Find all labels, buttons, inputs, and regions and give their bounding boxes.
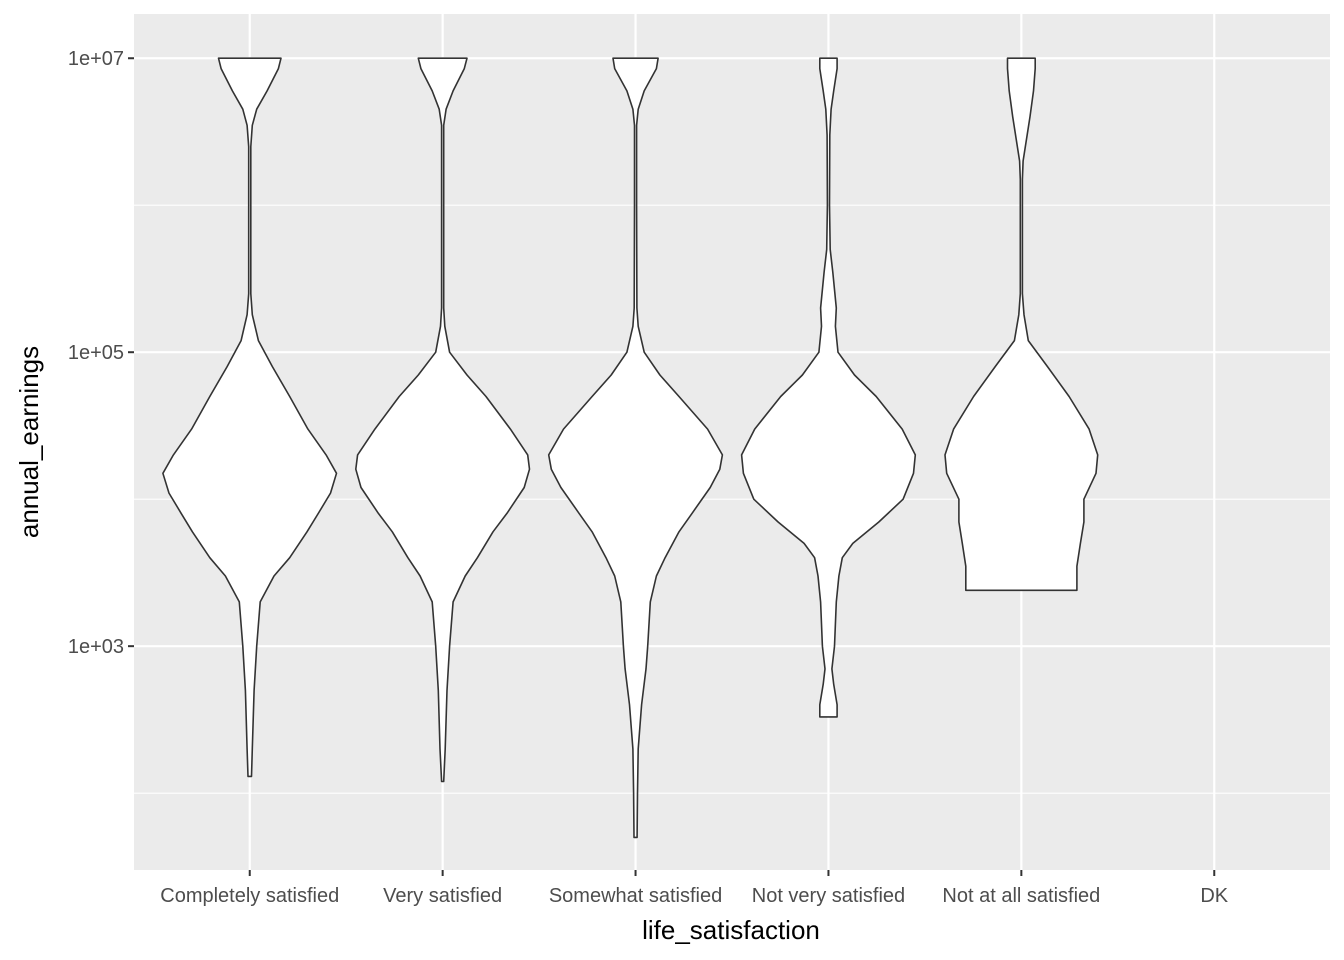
x-axis: Completely satisfied Very satisfied Somewh… xyxy=(160,870,1229,907)
x-tick-label-2: Somewhat satisfied xyxy=(549,885,722,907)
y-tick-label-2: 1e+07 xyxy=(68,48,124,70)
violin-4 xyxy=(944,57,1099,592)
violin-3 xyxy=(740,57,917,718)
plot-panel xyxy=(134,14,1330,870)
x-tick-label-0: Completely satisfied xyxy=(160,885,339,907)
y-axis: 1e+03 1e+05 1e+07 xyxy=(68,48,134,658)
x-tick-label-4: Not at all satisfied xyxy=(942,885,1100,907)
violin-1 xyxy=(355,57,531,783)
y-axis-title: annual_earnings xyxy=(14,346,44,538)
violins xyxy=(162,57,1099,839)
x-axis-title: life_satisfaction xyxy=(642,915,820,945)
x-tick-label-5: DK xyxy=(1200,885,1228,907)
violin-0 xyxy=(162,57,338,778)
violin-2 xyxy=(547,57,724,839)
x-tick-label-1: Very satisfied xyxy=(383,885,502,907)
x-tick-label-3: Not very satisfied xyxy=(752,885,905,907)
y-tick-label-1: 1e+05 xyxy=(68,342,124,364)
y-tick-label-0: 1e+03 xyxy=(68,636,124,658)
